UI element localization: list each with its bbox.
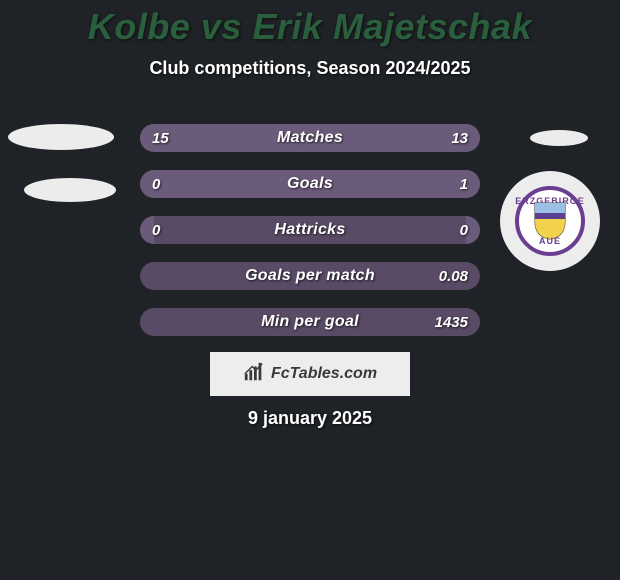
club-shield-icon <box>533 201 567 241</box>
left-bottom-ellipse <box>24 178 116 202</box>
stat-value-right: 13 <box>451 130 468 147</box>
left-top-ellipse <box>8 124 114 150</box>
stat-value-right: 1 <box>460 176 468 193</box>
page-title: Kolbe vs Erik Majetschak <box>0 0 620 48</box>
bar-chart-icon <box>243 361 265 388</box>
stat-value-right: 1435 <box>435 314 468 331</box>
date-text: 9 january 2025 <box>0 408 620 429</box>
brand-box: FcTables.com <box>210 352 410 396</box>
stat-value-right: 0.08 <box>439 268 468 285</box>
stat-row: 0 0 Hattricks <box>140 216 480 244</box>
stat-value-left: 0 <box>152 176 160 193</box>
stat-value-right: 0 <box>460 222 468 239</box>
stat-fill-right <box>466 216 480 244</box>
club-badge-ring: ERZGEBIRGE AUE <box>515 186 585 256</box>
stat-row: 15 13 Matches <box>140 124 480 152</box>
stat-row: 1435 Min per goal <box>140 308 480 336</box>
stats-container: 15 13 Matches 0 1 Goals 0 0 Hattricks 0.08 Goals p… <box>140 124 480 354</box>
club-badge: ERZGEBIRGE AUE <box>500 171 600 271</box>
stat-value-left: 15 <box>152 130 169 147</box>
club-badge-bottom-text: AUE <box>539 236 561 246</box>
right-top-ellipse <box>530 130 588 146</box>
stat-row: 0.08 Goals per match <box>140 262 480 290</box>
stat-value-left: 0 <box>152 222 160 239</box>
stat-label: Goals per match <box>245 267 375 285</box>
stat-label: Min per goal <box>261 313 359 331</box>
stat-row: 0 1 Goals <box>140 170 480 198</box>
stat-label: Hattricks <box>274 221 345 239</box>
stat-label: Matches <box>277 129 343 147</box>
comparison-infographic: Kolbe vs Erik Majetschak Club competitio… <box>0 0 620 580</box>
brand-text: FcTables.com <box>271 365 377 383</box>
page-subtitle: Club competitions, Season 2024/2025 <box>0 58 620 79</box>
stat-label: Goals <box>287 175 333 193</box>
